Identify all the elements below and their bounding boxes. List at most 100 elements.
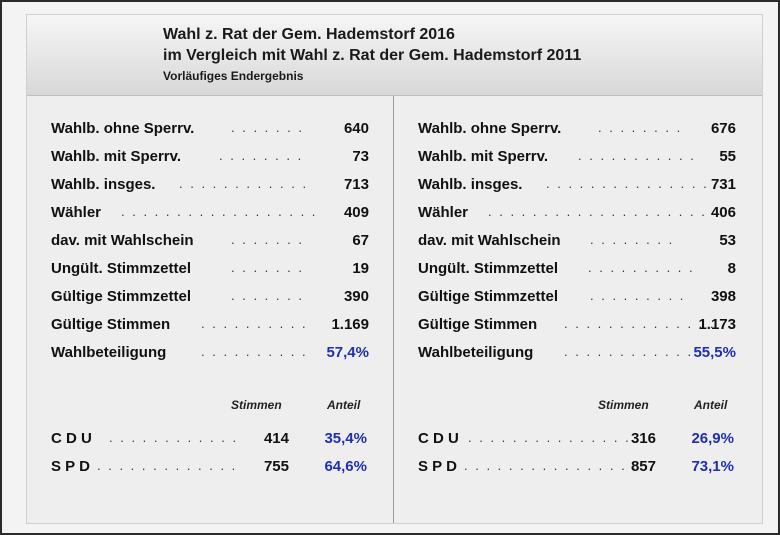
party-label: C D U — [418, 430, 459, 447]
stat-label: Wahlb. ohne Sperrv. — [51, 120, 195, 137]
stat-label: Gültige Stimmzettel — [51, 288, 192, 305]
stat-row: Wahlb. insges. . . . . . . . . . . . . .… — [418, 176, 738, 198]
leader-dots: . . . . . . . . — [598, 120, 683, 135]
leader-dots: . . . . . . . . . . . . . — [97, 458, 238, 473]
party-share: 35,4% — [324, 430, 367, 447]
stat-value: 1.169 — [331, 316, 369, 333]
stat-value: 640 — [343, 120, 369, 137]
stat-row: Wähler . . . . . . . . . . . . . . . . .… — [51, 204, 371, 226]
leader-dots: . . . . . . . — [231, 260, 304, 275]
stat-label: Gültige Stimmen — [51, 316, 171, 333]
turnout-percent: 55,5% — [693, 344, 736, 361]
votes-column-header: Stimmen — [598, 398, 649, 412]
stat-label: dav. mit Wahlschein — [418, 232, 561, 249]
stat-value: 73 — [352, 148, 369, 165]
stat-label: Gültige Stimmzettel — [418, 288, 559, 305]
party-label: C D U — [51, 430, 92, 447]
stat-row: Wahlbeteiligung . . . . . . . . . . . . … — [418, 344, 738, 366]
stat-label: Wahlb. mit Sperrv. — [51, 148, 182, 165]
results-panel: Wahl z. Rat der Gem. Hademstorf 2016 im … — [26, 14, 763, 524]
stat-row: Wahlb. ohne Sperrv. . . . . . . . . 676 — [418, 120, 738, 142]
leader-dots: . . . . . . . . . . . . — [109, 430, 239, 445]
share-column-header: Anteil — [327, 398, 361, 412]
share-column-header: Anteil — [694, 398, 728, 412]
party-row-cdu: C D U . . . . . . . . . . . . . . . 316 … — [418, 430, 738, 452]
leader-dots: . . . . . . . — [231, 288, 304, 303]
party-share: 73,1% — [691, 458, 734, 475]
stat-value: 398 — [710, 288, 736, 305]
party-share: 64,6% — [324, 458, 367, 475]
title-line-2: im Vergleich mit Wahl z. Rat der Gem. Ha… — [163, 47, 582, 64]
leader-dots: . . . . . . . . . . — [201, 344, 308, 359]
leader-dots: . . . . . . . . . . . . . . . . — [464, 458, 638, 473]
party-votes: 316 — [630, 430, 656, 447]
party-votes: 857 — [630, 458, 656, 475]
turnout-percent: 57,4% — [326, 344, 369, 361]
stat-row: Ungült. Stimmzettel . . . . . . . 19 — [51, 260, 371, 282]
leader-dots: . . . . . . . . . . — [588, 260, 695, 275]
party-votes: 755 — [263, 458, 289, 475]
stat-row: Gültige Stimmen . . . . . . . . . . . . … — [418, 316, 738, 338]
stat-value: 55 — [719, 148, 736, 165]
stat-row: Gültige Stimmen . . . . . . . . . . 1.16… — [51, 316, 371, 338]
leader-dots: . . . . . . . . — [590, 232, 675, 247]
stat-value: 8 — [727, 260, 736, 277]
subtitle: Vorläufiges Endergebnis — [163, 69, 304, 83]
votes-column-header: Stimmen — [231, 398, 282, 412]
stat-label: Wähler — [51, 204, 102, 221]
party-row-cdu: C D U . . . . . . . . . . . . 414 35,4% — [51, 430, 371, 452]
leader-dots: . . . . . . . — [231, 120, 304, 135]
leader-dots: . . . . . . . — [231, 232, 304, 247]
stat-label: Wahlb. insges. — [418, 176, 523, 193]
leader-dots: . . . . . . . . . . — [201, 316, 308, 331]
stat-value: 19 — [352, 260, 369, 277]
leader-dots: . . . . . . . . . . . — [578, 148, 696, 163]
stat-label: Wahlb. ohne Sperrv. — [418, 120, 562, 137]
party-label: S P D — [51, 458, 90, 475]
stat-row: Wähler . . . . . . . . . . . . . . . . .… — [418, 204, 738, 226]
stat-row: Wahlb. ohne Sperrv. . . . . . . . 640 — [51, 120, 371, 142]
stat-row: dav. mit Wahlschein . . . . . . . . 53 — [418, 232, 738, 254]
stat-label: Ungült. Stimmzettel — [418, 260, 559, 277]
leader-dots: . . . . . . . . . . . . . . — [564, 316, 716, 331]
stat-value: 406 — [710, 204, 736, 221]
stat-label: Ungült. Stimmzettel — [51, 260, 192, 277]
stat-value: 409 — [343, 204, 369, 221]
stat-row: Gültige Stimmzettel . . . . . . . 390 — [51, 288, 371, 310]
stat-value: 390 — [343, 288, 369, 305]
stat-value: 53 — [719, 232, 736, 249]
stat-label: Wahlb. insges. — [51, 176, 156, 193]
stat-value: 713 — [343, 176, 369, 193]
header-bar: Wahl z. Rat der Gem. Hademstorf 2016 im … — [27, 15, 762, 96]
stat-row: Ungült. Stimmzettel . . . . . . . . . . … — [418, 260, 738, 282]
stat-row: Gültige Stimmzettel . . . . . . . . . 39… — [418, 288, 738, 310]
stat-value: 731 — [710, 176, 736, 193]
stat-row: Wahlbeteiligung . . . . . . . . . . 57,4… — [51, 344, 371, 366]
party-row-spd: S P D . . . . . . . . . . . . . . . . 85… — [418, 458, 738, 480]
stat-row: Wahlb. mit Sperrv. . . . . . . . . 73 — [51, 148, 371, 170]
leader-dots: . . . . . . . . . . . . . . . — [468, 430, 631, 445]
stat-row: dav. mit Wahlschein . . . . . . . 67 — [51, 232, 371, 254]
leader-dots: . . . . . . . . . . . . . — [564, 344, 705, 359]
stat-value: 67 — [352, 232, 369, 249]
leader-dots: . . . . . . . . . . . . — [179, 176, 309, 191]
leader-dots: . . . . . . . . . . . . . . . . . . — [121, 204, 318, 219]
stat-label: Wahlb. mit Sperrv. — [418, 148, 549, 165]
leader-dots: . . . . . . . . . . . . . . . . . . . . — [488, 204, 707, 219]
party-votes: 414 — [263, 430, 289, 447]
stat-value: 676 — [710, 120, 736, 137]
stat-label: dav. mit Wahlschein — [51, 232, 194, 249]
party-row-spd: S P D . . . . . . . . . . . . . 755 64,6… — [51, 458, 371, 480]
stat-label: Gültige Stimmen — [418, 316, 538, 333]
party-share: 26,9% — [691, 430, 734, 447]
stat-label: Wahlbeteiligung — [418, 344, 534, 361]
title-line-1: Wahl z. Rat der Gem. Hademstorf 2016 — [163, 26, 455, 43]
column-divider — [393, 96, 394, 523]
stat-value: 1.173 — [698, 316, 736, 333]
stat-row: Wahlb. mit Sperrv. . . . . . . . . . . .… — [418, 148, 738, 170]
stat-label: Wahlbeteiligung — [51, 344, 167, 361]
leader-dots: . . . . . . . . — [219, 148, 304, 163]
stat-row: Wahlb. insges. . . . . . . . . . . . . 7… — [51, 176, 371, 198]
leader-dots: . . . . . . . . . . . . . . . — [546, 176, 709, 191]
